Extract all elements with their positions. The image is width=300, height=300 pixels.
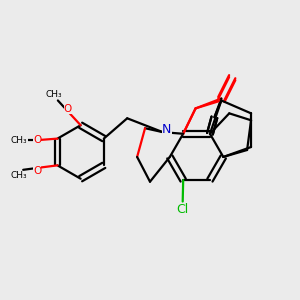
- Text: O: O: [33, 135, 41, 145]
- Text: CH₃: CH₃: [11, 171, 28, 180]
- Text: O: O: [64, 104, 72, 114]
- Text: CH₃: CH₃: [11, 136, 28, 145]
- Text: N: N: [162, 123, 172, 136]
- Text: CH₃: CH₃: [46, 90, 62, 99]
- Text: O: O: [33, 166, 41, 176]
- Text: Cl: Cl: [177, 203, 189, 216]
